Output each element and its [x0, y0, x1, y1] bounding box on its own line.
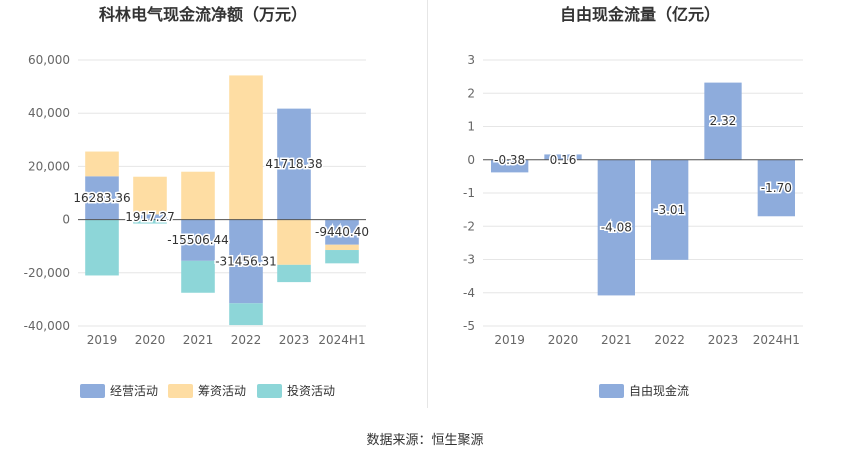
left-data-label: 41718.38 — [265, 157, 322, 171]
bar-free-cash-flow-2021 — [597, 159, 635, 296]
left-data-label: -15506.44 — [167, 233, 229, 247]
left-x-tick-label: 2020 — [135, 333, 166, 347]
bar-operating-2019 — [85, 176, 119, 220]
bar-financing-2024H1 — [325, 244, 359, 251]
right-y-tick-label: -3 — [463, 253, 475, 267]
bar-financing-2023 — [277, 219, 311, 265]
right-y-tick-label: 2 — [467, 86, 475, 100]
left-y-tick-label: 60,000 — [28, 53, 70, 67]
right-data-label: 2.32 — [710, 114, 737, 128]
legend-label-financing: 筹资活动 — [198, 384, 246, 398]
right-y-tick-label: -5 — [463, 319, 475, 333]
bar-operating-2020 — [133, 214, 167, 220]
left-data-label: 1917.27 — [125, 210, 175, 224]
bar-investing-2023 — [277, 264, 311, 283]
right-y-tick-label: -4 — [463, 286, 475, 300]
right-data-label: 0.16 — [550, 153, 577, 167]
left-chart-title: 科林电气现金流净额（万元） — [99, 5, 307, 24]
data-source-label: 数据来源：恒生聚源 — [366, 433, 484, 448]
right-data-label: -0.38 — [494, 153, 525, 167]
bar-financing-2019 — [85, 151, 119, 177]
left-y-tick-label: 40,000 — [28, 106, 70, 120]
legend-swatch-free-cash-flow — [599, 384, 624, 398]
right-y-tick-label: 3 — [467, 53, 475, 67]
bar-investing-2021 — [181, 260, 215, 293]
legend-swatch-investing — [257, 384, 282, 398]
left-y-tick-label: 20,000 — [28, 159, 70, 173]
right-x-tick-label: 2021 — [601, 333, 632, 347]
bar-free-cash-flow-2019 — [491, 159, 529, 173]
legend-label-investing: 投资活动 — [287, 383, 335, 398]
left-data-label: 16283.36 — [73, 191, 130, 205]
left-x-tick-label: 2022 — [231, 333, 262, 347]
bar-free-cash-flow-2023 — [704, 82, 742, 160]
right-data-label: -4.08 — [601, 221, 632, 235]
left-x-tick-label: 2024H1 — [318, 333, 365, 347]
right-y-tick-label: -2 — [463, 219, 475, 233]
right-y-tick-label: 1 — [467, 120, 475, 134]
legend-swatch-financing — [168, 384, 193, 398]
right-data-label: -3.01 — [654, 203, 685, 217]
bar-operating-2024H1 — [325, 219, 359, 245]
bar-operating-2023 — [277, 108, 311, 220]
right-x-tick-label: 2020 — [548, 333, 579, 347]
bar-investing-2020 — [133, 219, 167, 224]
bar-free-cash-flow-2020 — [544, 154, 582, 160]
right-x-tick-label: 2024H1 — [753, 333, 800, 347]
left-x-tick-label: 2021 — [183, 333, 214, 347]
bar-free-cash-flow-2022 — [651, 159, 689, 260]
bar-investing-2019 — [85, 219, 119, 276]
right-x-tick-label: 2022 — [654, 333, 685, 347]
right-y-tick-label: -1 — [463, 186, 475, 200]
bar-financing-2022 — [229, 75, 263, 220]
bar-financing-2020 — [133, 176, 167, 215]
right-x-tick-label: 2019 — [494, 333, 525, 347]
bar-financing-2021 — [181, 171, 215, 220]
right-data-label: -1.70 — [761, 181, 792, 195]
left-y-tick-label: -20,000 — [24, 266, 70, 280]
right-x-tick-label: 2023 — [708, 333, 739, 347]
right-chart-title: 自由现金流量（亿元） — [560, 5, 720, 24]
left-y-tick-label: -40,000 — [24, 319, 70, 333]
panel-divider — [427, 0, 428, 408]
bar-investing-2022 — [229, 303, 263, 326]
bar-operating-2021 — [181, 219, 215, 261]
left-data-label: -31456.31 — [215, 254, 277, 268]
bar-free-cash-flow-2024H1 — [757, 159, 795, 217]
legend-swatch-operating — [80, 384, 105, 398]
left-x-tick-label: 2019 — [87, 333, 118, 347]
left-x-tick-label: 2023 — [279, 333, 310, 347]
bar-investing-2024H1 — [325, 250, 359, 264]
legend-label-operating: 经营活动 — [110, 384, 158, 398]
legend-label-free-cash-flow: 自由现金流 — [629, 383, 689, 398]
left-data-label: -9440.40 — [315, 225, 369, 239]
left-y-tick-label: 0 — [62, 213, 70, 227]
right-y-tick-label: 0 — [467, 153, 475, 167]
bar-operating-2022 — [229, 219, 263, 304]
